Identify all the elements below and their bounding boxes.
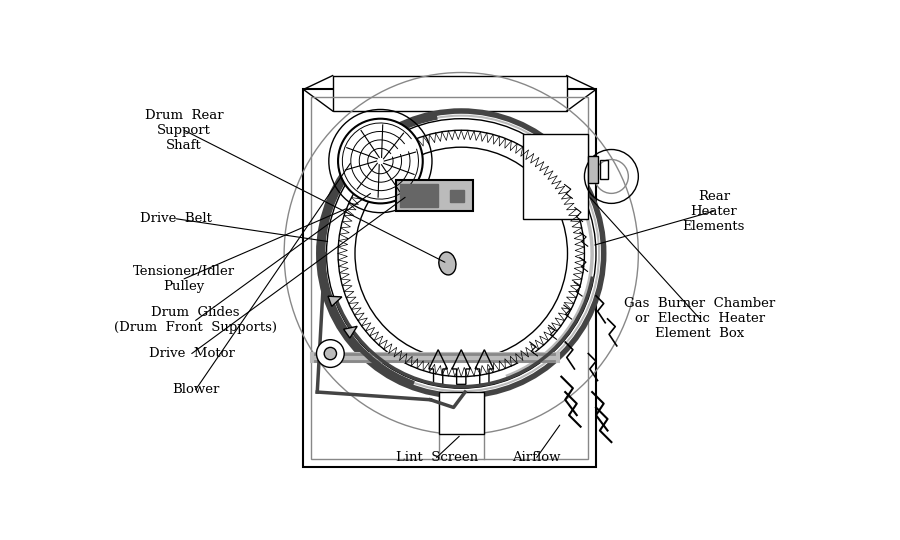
Text: Rear
Heater
Elements: Rear Heater Elements xyxy=(682,190,745,233)
Bar xyxy=(311,97,589,459)
Text: Gas  Burner  Chamber
or  Electric  Heater
Element  Box: Gas Burner Chamber or Electric Heater El… xyxy=(625,298,776,340)
Circle shape xyxy=(317,340,344,367)
Bar xyxy=(333,76,567,111)
Bar xyxy=(450,190,464,202)
Bar xyxy=(523,134,589,219)
Circle shape xyxy=(355,147,568,360)
Ellipse shape xyxy=(439,252,456,275)
Text: Drum  Rear
Support
Shaft: Drum Rear Support Shaft xyxy=(145,109,223,152)
Bar xyxy=(599,159,608,179)
Polygon shape xyxy=(328,296,342,306)
Circle shape xyxy=(338,119,423,204)
Text: Drum  Glides
(Drum  Front  Supports): Drum Glides (Drum Front Supports) xyxy=(114,306,277,334)
Bar xyxy=(589,156,598,183)
Circle shape xyxy=(319,111,604,396)
Bar xyxy=(303,90,596,467)
Bar xyxy=(396,180,472,211)
Text: Drive  Belt: Drive Belt xyxy=(140,212,212,225)
Bar xyxy=(439,392,483,434)
Text: Airflow: Airflow xyxy=(512,451,561,464)
Polygon shape xyxy=(344,326,357,338)
Text: Blower: Blower xyxy=(172,383,220,396)
Bar xyxy=(400,184,438,207)
Circle shape xyxy=(324,347,337,360)
Text: Drive  Motor: Drive Motor xyxy=(148,347,235,360)
Text: Tensioner/Idler
Pulley: Tensioner/Idler Pulley xyxy=(133,265,235,293)
Text: Lint  Screen: Lint Screen xyxy=(395,451,478,464)
